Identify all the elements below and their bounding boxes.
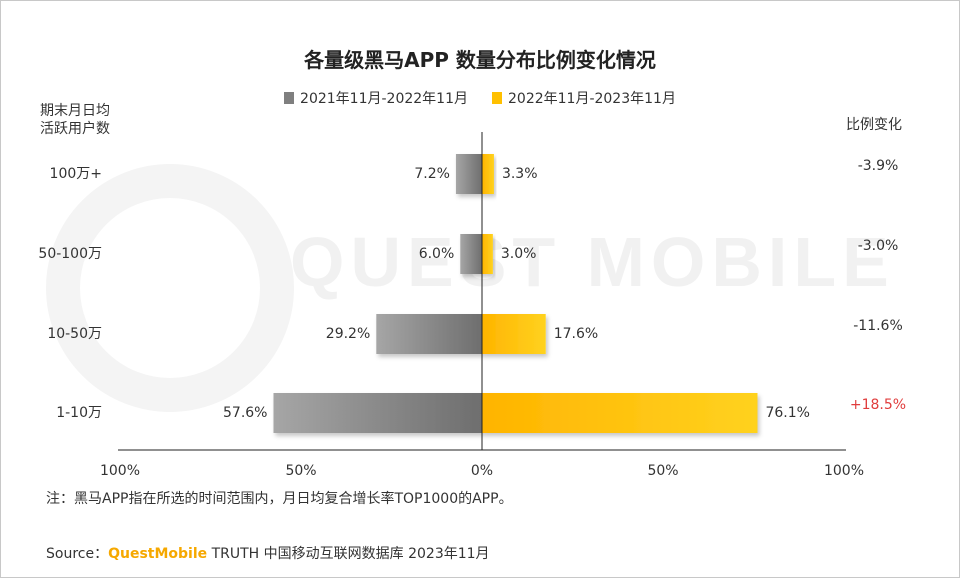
category-label-4: 1-10万 <box>56 405 102 421</box>
legend: 2021年11月-2022年11月 2022年11月-2023年11月 <box>0 88 960 108</box>
legend-label-series1: 2021年11月-2022年11月 <box>300 91 468 107</box>
y-axis-label-line2: 活跃用户数 <box>40 121 110 137</box>
legend-swatch-series2 <box>492 92 502 104</box>
legend-item-series1: 2021年11月-2022年11月 <box>284 88 468 108</box>
legend-item-series2: 2022年11月-2023年11月 <box>492 88 676 108</box>
footnote: 注：黑马APP指在所选的时间范围内，月日均复合增长率TOP1000的APP。 <box>46 491 513 507</box>
x-tick-label-2: 50% <box>285 463 316 479</box>
bar-series2-4 <box>482 393 758 433</box>
source-rest: TRUTH 中国移动互联网数据库 2023年11月 <box>207 546 490 562</box>
y-axis-label-line1: 期末月日均 <box>40 103 110 119</box>
x-tick-label-4: 50% <box>647 463 678 479</box>
watermark-text: QUEST MOBILE <box>290 223 895 301</box>
bar-series1-4 <box>273 393 482 433</box>
data-label-series1-3: 29.2% <box>326 326 370 342</box>
change-value-2: -3.0% <box>858 238 899 254</box>
change-header: 比例变化 <box>846 117 902 133</box>
y-axis-label: 期末月日均 活跃用户数 <box>40 102 110 138</box>
chart-title: 各量级黑马APP 数量分布比例变化情况 <box>304 48 656 72</box>
bar-series1-2 <box>460 234 482 274</box>
change-value-4: +18.5% <box>850 397 906 413</box>
data-label-series2-2: 3.0% <box>501 246 537 262</box>
data-label-series1-1: 7.2% <box>414 166 450 182</box>
data-label-series1-4: 57.6% <box>223 405 267 421</box>
category-label-3: 10-50万 <box>47 326 102 342</box>
source-prefix: Source： <box>46 546 109 562</box>
bar-series2-1 <box>482 154 494 194</box>
category-label-2: 50-100万 <box>38 246 102 262</box>
x-tick-label-5: 100% <box>824 463 864 479</box>
bar-series1-1 <box>455 154 482 194</box>
source-line: Source：QuestMobile TRUTH 中国移动互联网数据库 2023… <box>46 543 490 563</box>
data-label-series2-1: 3.3% <box>502 166 538 182</box>
legend-swatch-series1 <box>284 92 295 104</box>
data-label-series1-2: 6.0% <box>419 246 455 262</box>
source-brand: QuestMobile <box>108 546 208 562</box>
change-value-1: -3.9% <box>858 158 899 174</box>
bar-series2-3 <box>482 314 546 354</box>
category-label-1: 100万+ <box>50 166 102 182</box>
legend-label-series2: 2022年11月-2023年11月 <box>508 91 676 107</box>
x-tick-label-3: 0% <box>471 463 493 479</box>
change-value-3: -11.6% <box>853 318 903 334</box>
data-label-series2-3: 17.6% <box>554 326 598 342</box>
data-label-series2-4: 76.1% <box>765 405 809 421</box>
x-tick-label-1: 100% <box>100 463 140 479</box>
bar-series2-2 <box>482 234 493 274</box>
bar-series1-3 <box>376 314 482 354</box>
